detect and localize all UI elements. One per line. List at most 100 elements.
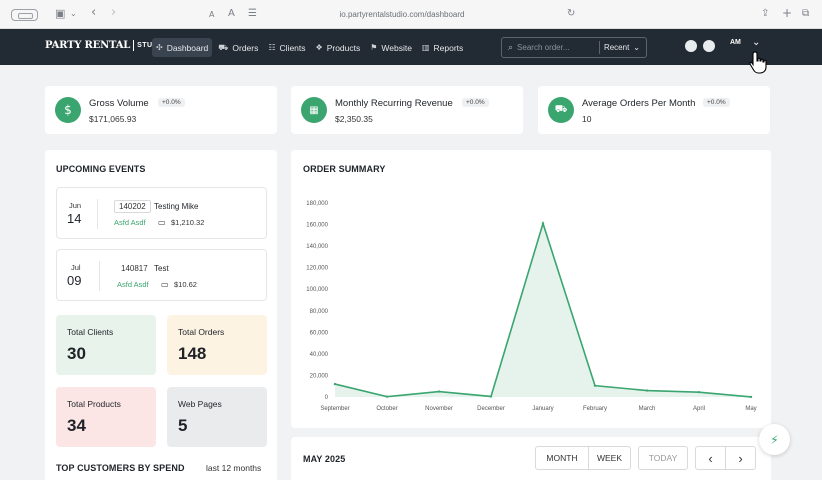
event-amount: $1,210.32 bbox=[171, 218, 205, 227]
text-size-small-button[interactable]: A bbox=[209, 10, 215, 19]
stat-title: Monthly Recurring Revenue bbox=[335, 98, 453, 109]
report-icon: ▥ bbox=[421, 43, 430, 52]
data-point[interactable] bbox=[541, 222, 545, 225]
avatar[interactable]: AM bbox=[730, 39, 741, 46]
money-icon: ▭ bbox=[161, 280, 169, 289]
tile-label: Total Orders bbox=[178, 327, 225, 337]
cart-icon: ⛟ bbox=[218, 42, 229, 52]
dashboard-icon: ✣ bbox=[156, 43, 163, 52]
event-client[interactable]: Asfd Asdf bbox=[117, 280, 149, 289]
y-tick-label: 20,000 bbox=[310, 373, 329, 379]
event-name: Test bbox=[154, 264, 169, 273]
x-tick-label: January bbox=[532, 406, 553, 412]
nav-item-label: Dashboard bbox=[166, 42, 209, 53]
upcoming-events-panel: UPCOMING EVENTS Jun 14 140202 Testing Mi… bbox=[45, 150, 277, 480]
chevron-down-icon[interactable]: ⌄ bbox=[752, 37, 761, 48]
logo-suffix: STUDIO bbox=[137, 42, 166, 49]
today-button[interactable]: TODAY bbox=[638, 446, 688, 470]
text-size-large-button[interactable]: A bbox=[228, 8, 235, 19]
data-point[interactable] bbox=[645, 389, 649, 392]
chevron-down-icon[interactable]: ⌄ bbox=[70, 9, 77, 18]
tab-overview-icon[interactable]: ▣ bbox=[55, 7, 66, 20]
nav-item-dashboard[interactable]: ✣ Dashboard bbox=[152, 38, 213, 57]
tile-total-orders[interactable]: Total Orders 148 bbox=[167, 315, 267, 375]
forward-icon[interactable]: › bbox=[111, 5, 117, 20]
top-customers-period[interactable]: last 12 months bbox=[206, 463, 262, 473]
event-month: Jul bbox=[71, 263, 81, 272]
divider bbox=[97, 199, 98, 229]
flag-icon: ⚑ bbox=[370, 43, 378, 52]
chevron-down-icon: ⌄ bbox=[633, 43, 640, 52]
tile-total-products[interactable]: Total Products 34 bbox=[56, 387, 156, 447]
data-point[interactable] bbox=[437, 390, 441, 393]
nav-item-products[interactable]: ❖ Products bbox=[312, 38, 365, 57]
cart-icon: ⛟ bbox=[548, 97, 574, 123]
data-point[interactable] bbox=[749, 395, 753, 399]
app-navbar: PARTY RENTAL STUDIO ✣ Dashboard ⛟ Orders… bbox=[0, 29, 822, 65]
stat-card-mrr: ▦ Monthly Recurring Revenue +0.0% $2,350… bbox=[291, 86, 523, 134]
reader-icon[interactable]: ☰ bbox=[248, 8, 257, 19]
share-icon[interactable]: ⇪ bbox=[761, 8, 770, 19]
y-tick-label: 40,000 bbox=[310, 352, 329, 358]
address-bar[interactable]: io.partyrentalstudio.com/dashboard bbox=[200, 6, 604, 23]
url-text: io.partyrentalstudio.com/dashboard bbox=[339, 10, 465, 19]
money-icon: ▭ bbox=[158, 218, 166, 227]
users-icon: ☷ bbox=[268, 43, 276, 52]
panel-title: UPCOMING EVENTS bbox=[56, 164, 146, 174]
reload-icon[interactable]: ↻ bbox=[567, 8, 576, 19]
x-tick-label: November bbox=[425, 406, 453, 412]
x-tick-label: March bbox=[639, 406, 656, 412]
divider bbox=[99, 261, 100, 291]
prev-button[interactable]: ‹ bbox=[695, 446, 726, 470]
globe-icon[interactable] bbox=[685, 40, 697, 52]
lightning-icon[interactable]: ⚡ bbox=[759, 424, 790, 455]
tabs-overview-icon[interactable]: ⧉ bbox=[802, 8, 810, 19]
event-amount: $10.62 bbox=[174, 280, 197, 289]
logo-divider bbox=[133, 40, 135, 51]
tile-label: Total Products bbox=[67, 399, 121, 409]
data-point[interactable] bbox=[697, 390, 701, 394]
nav-item-label: Reports bbox=[433, 42, 464, 53]
data-point[interactable] bbox=[333, 382, 337, 386]
data-point[interactable] bbox=[593, 384, 597, 387]
back-icon[interactable]: ‹ bbox=[91, 5, 97, 20]
tile-total-clients[interactable]: Total Clients 30 bbox=[56, 315, 156, 375]
nav-item-label: Website bbox=[381, 42, 412, 53]
nav-item-orders[interactable]: ⛟ Orders bbox=[214, 38, 262, 57]
x-tick-label: May bbox=[745, 406, 756, 412]
stat-value: $171,065.93 bbox=[89, 114, 137, 124]
x-tick-label: April bbox=[693, 406, 705, 412]
tile-label: Web Pages bbox=[178, 399, 222, 409]
event-card[interactable]: Jul 09 140817 Test Asfd Asdf ▭ $10.62 bbox=[56, 249, 267, 301]
view-month-button[interactable]: MONTH bbox=[535, 446, 589, 470]
sidebar-toggle-button[interactable] bbox=[11, 9, 38, 21]
nav-item-clients[interactable]: ☷ Clients bbox=[264, 38, 309, 57]
search-scope-select[interactable]: Recent bbox=[603, 43, 630, 52]
tile-web-pages[interactable]: Web Pages 5 bbox=[167, 387, 267, 447]
search-bar[interactable]: ⌕ Search order... Recent ⌄ bbox=[501, 37, 647, 58]
event-client[interactable]: Asfd Asdf bbox=[114, 218, 146, 227]
y-tick-label: 180,000 bbox=[306, 201, 328, 207]
logo[interactable]: PARTY RENTAL STUDIO bbox=[45, 40, 167, 51]
top-customers-title: TOP CUSTOMERS BY SPEND bbox=[56, 463, 185, 473]
order-summary-chart-container: 180,000 160,000 140,000 120,000 100,000 80,00… bbox=[291, 150, 771, 428]
order-number: 140202 bbox=[114, 200, 151, 213]
panel-title: ORDER SUMMARY bbox=[303, 164, 386, 174]
y-tick-label: 100,000 bbox=[306, 287, 328, 293]
nav-item-website[interactable]: ⚑ Website bbox=[366, 38, 416, 57]
stat-title: Gross Volume bbox=[89, 98, 149, 109]
y-tick-label: 160,000 bbox=[306, 223, 328, 229]
stat-change-badge: +0.0% bbox=[462, 98, 489, 107]
next-button[interactable]: › bbox=[725, 446, 756, 470]
stat-value: $2,350.35 bbox=[335, 114, 373, 124]
data-point[interactable] bbox=[385, 395, 389, 398]
notifications-icon[interactable] bbox=[703, 40, 715, 52]
stat-card-gross-volume: $ Gross Volume +0.0% $171,065.93 bbox=[45, 86, 277, 134]
event-card[interactable]: Jun 14 140202 Testing Mike Asfd Asdf ▭ $… bbox=[56, 187, 267, 239]
new-tab-icon[interactable]: + bbox=[782, 6, 793, 20]
search-icon: ⌕ bbox=[508, 42, 514, 53]
search-input[interactable]: Search order... bbox=[517, 43, 570, 52]
view-week-button[interactable]: WEEK bbox=[588, 446, 631, 470]
nav-item-reports[interactable]: ▥ Reports bbox=[418, 38, 467, 57]
data-point[interactable] bbox=[489, 395, 493, 398]
